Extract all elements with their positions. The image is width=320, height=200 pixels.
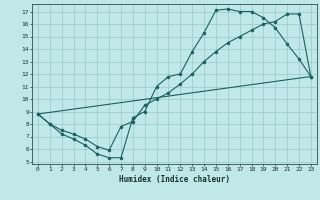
X-axis label: Humidex (Indice chaleur): Humidex (Indice chaleur) bbox=[119, 175, 230, 184]
